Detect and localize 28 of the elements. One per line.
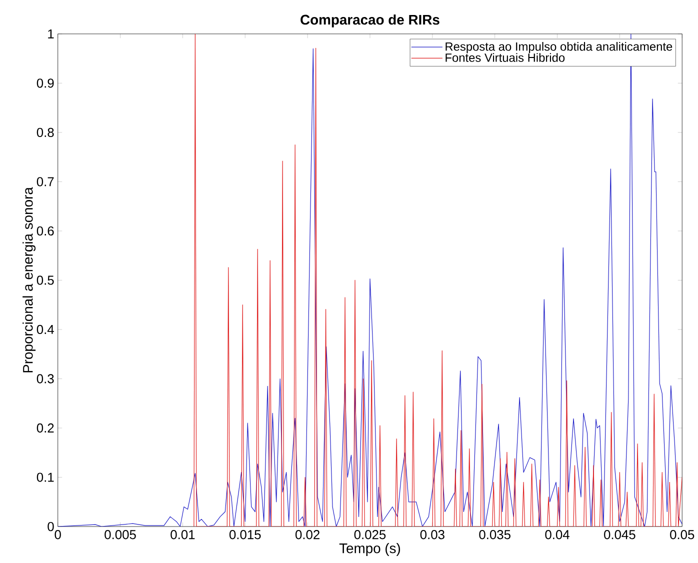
y-tick-label: 0.7 — [36, 176, 54, 186]
line-series — [194, 34, 682, 526]
x-tick-label: 0.04 — [545, 530, 570, 539]
y-tick-label: 0.5 — [36, 275, 54, 285]
x-tick-label: 0 — [54, 530, 61, 539]
legend-label: Fontes Virtuais Hibrido — [446, 52, 565, 62]
x-tick-label: 0.005 — [104, 530, 136, 539]
y-tick-label: 0.4 — [36, 324, 54, 334]
x-axis-title: Tempo (s) — [339, 542, 400, 556]
x-tick-label: 0.05 — [670, 530, 694, 539]
y-tick-label: 0.8 — [36, 128, 54, 137]
y-tick-label: 0.3 — [36, 374, 54, 384]
x-tick-label: 0.045 — [604, 530, 636, 539]
y-tick-label: 0.9 — [36, 78, 54, 88]
y-axis-title: Proporcional a energia sonora — [22, 186, 36, 372]
y-tick-label: 0.1 — [36, 472, 54, 482]
y-tick-label: 0.2 — [36, 423, 54, 432]
x-tick-label: 0.03 — [420, 530, 444, 539]
chart-title: Comparacao de RIRs — [300, 14, 440, 28]
y-tick-label: 0.6 — [36, 226, 54, 236]
x-tick-label: 0.035 — [479, 530, 510, 539]
x-tick-label: 0.025 — [354, 530, 386, 539]
x-tick-label: 0.015 — [229, 530, 261, 539]
legend-label: Resposta ao Impulso obtida analiticamente — [446, 42, 672, 53]
y-tick-label: 1 — [48, 29, 54, 38]
x-tick-label: 0.01 — [170, 530, 195, 539]
y-tick-label: 0 — [48, 522, 54, 531]
x-tick-label: 0.02 — [295, 530, 320, 539]
